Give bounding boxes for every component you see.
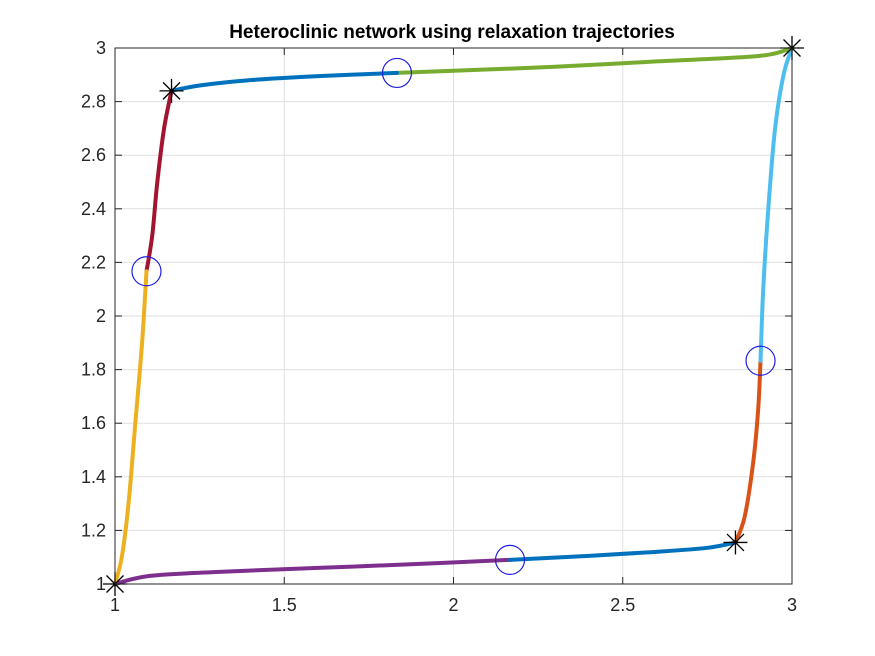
y-tick-label: 1 bbox=[96, 574, 106, 594]
y-tick-label: 1.2 bbox=[81, 520, 106, 540]
star-ray bbox=[162, 81, 181, 100]
x-tick-label: 1 bbox=[110, 595, 120, 615]
y-tick-label: 2.4 bbox=[81, 199, 106, 219]
y-tick-label: 1.6 bbox=[81, 413, 106, 433]
trajectory-segment-8 bbox=[113, 269, 149, 586]
y-tick-label: 3 bbox=[96, 38, 106, 58]
chart-title: Heteroclinic network using relaxation tr… bbox=[229, 22, 675, 43]
ticks: 1 1.5 2 2.5 3 1 1.2 1.4 1.6 1.8 2 2.2 2.4 2.6 2.8 3 bbox=[81, 38, 797, 615]
y-tick-label: 2.6 bbox=[81, 145, 106, 165]
circle-marker-3 bbox=[381, 57, 413, 89]
y-tick-label: 1.8 bbox=[81, 360, 106, 380]
trajectory-segment-3 bbox=[733, 358, 763, 545]
trajectory-segment-2 bbox=[508, 540, 738, 562]
circle-marker-1 bbox=[494, 544, 526, 575]
y-tick-label: 2.8 bbox=[81, 92, 106, 112]
circle-marker-2 bbox=[745, 345, 776, 376]
x-tick-label: 2 bbox=[448, 595, 458, 615]
x-tick-label: 2.5 bbox=[610, 595, 635, 615]
star-marker-4 bbox=[159, 78, 184, 103]
y-tick-label: 1.4 bbox=[81, 467, 106, 487]
x-tick-label: 1.5 bbox=[272, 595, 297, 615]
x-tick-label: 3 bbox=[787, 595, 797, 615]
star-marker-2 bbox=[723, 530, 748, 555]
trajectory-segment-5 bbox=[394, 46, 794, 75]
y-tick-label: 2.2 bbox=[81, 252, 106, 272]
star-ray bbox=[726, 533, 745, 552]
y-tick-label: 2 bbox=[96, 306, 106, 326]
trajectory-segment-6 bbox=[169, 70, 399, 93]
circle-marker-4 bbox=[131, 256, 162, 287]
trajectory-segment-4 bbox=[758, 46, 794, 363]
grid bbox=[114, 47, 793, 585]
trajectory-segment-1 bbox=[113, 557, 513, 586]
trajectory-segment-7 bbox=[144, 88, 174, 274]
trajectories bbox=[113, 46, 794, 586]
